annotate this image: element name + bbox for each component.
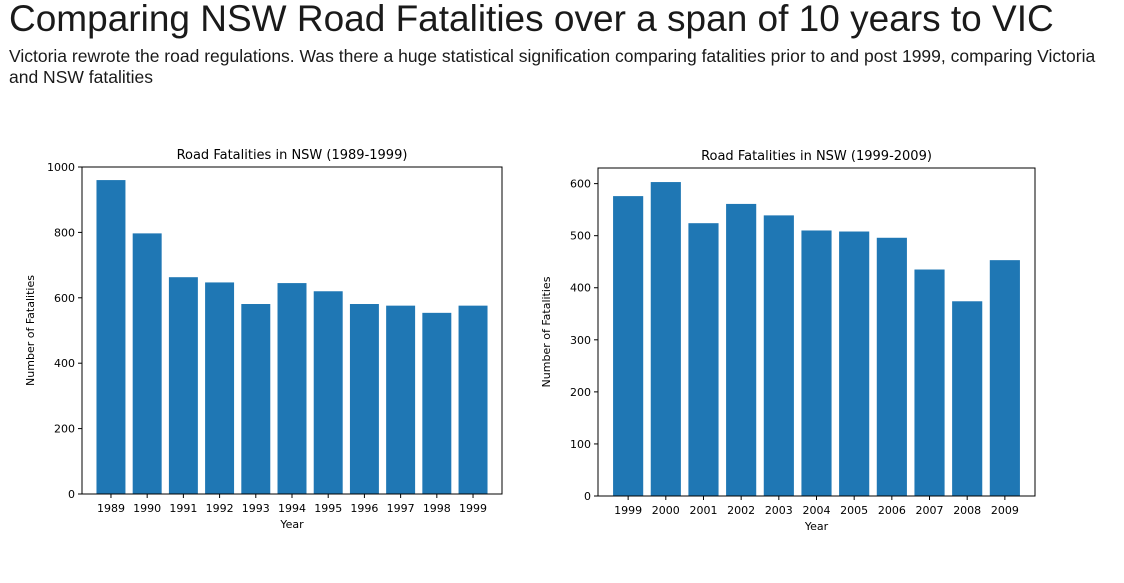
x-tick-label: 1990 bbox=[133, 502, 161, 515]
x-tick-label: 1991 bbox=[169, 502, 197, 515]
slide-subtitle: Victoria rewrote the road regulations. W… bbox=[9, 46, 1096, 87]
x-tick-label: 1995 bbox=[314, 502, 342, 515]
x-tick-label: 1992 bbox=[206, 502, 234, 515]
x-axis-label: Year bbox=[804, 520, 829, 533]
slide-title: Comparing NSW Road Fatalities over a spa… bbox=[9, 0, 1054, 39]
x-tick-label: 1999 bbox=[614, 504, 642, 517]
bar-1997 bbox=[386, 305, 416, 494]
x-tick-label: 1989 bbox=[97, 502, 125, 515]
y-axis-label: Number of Fatalities bbox=[540, 276, 553, 387]
x-tick-label: 1999 bbox=[459, 502, 487, 515]
y-tick-label: 1000 bbox=[47, 161, 75, 174]
bar-2005 bbox=[839, 231, 870, 496]
y-tick-label: 500 bbox=[570, 230, 591, 243]
chart-title: Road Fatalities in NSW (1989-1999) bbox=[177, 148, 408, 163]
x-tick-label: 1994 bbox=[278, 502, 306, 515]
y-tick-label: 600 bbox=[54, 292, 75, 305]
y-tick-label: 100 bbox=[570, 438, 591, 451]
bar-1996 bbox=[349, 304, 379, 494]
bar-1999 bbox=[458, 305, 488, 494]
bar-2008 bbox=[952, 301, 983, 496]
bar-2003 bbox=[763, 215, 794, 496]
chart-title: Road Fatalities in NSW (1999-2009) bbox=[701, 149, 932, 164]
y-tick-label: 400 bbox=[570, 282, 591, 295]
y-tick-label: 0 bbox=[584, 490, 591, 503]
bar-2002 bbox=[726, 203, 757, 497]
y-tick-label: 200 bbox=[570, 386, 591, 399]
y-tick-label: 400 bbox=[54, 357, 75, 370]
bar-2001 bbox=[688, 223, 719, 496]
bar-2004 bbox=[801, 230, 832, 497]
x-tick-label: 1996 bbox=[350, 502, 378, 515]
y-axis-label: Number of Fatalities bbox=[24, 275, 37, 386]
x-tick-label: 2004 bbox=[803, 504, 831, 517]
bar-1991 bbox=[168, 277, 198, 494]
y-tick-label: 0 bbox=[68, 488, 75, 501]
y-tick-label: 300 bbox=[570, 334, 591, 347]
bar-1993 bbox=[241, 304, 271, 494]
x-tick-label: 2009 bbox=[991, 504, 1019, 517]
x-tick-label: 2005 bbox=[840, 504, 868, 517]
x-tick-label: 2001 bbox=[689, 504, 717, 517]
x-tick-label: 1997 bbox=[387, 502, 415, 515]
bar-2000 bbox=[650, 182, 681, 496]
y-tick-label: 800 bbox=[54, 226, 75, 239]
bar-2007 bbox=[914, 269, 945, 496]
x-tick-label: 2003 bbox=[765, 504, 793, 517]
y-tick-label: 600 bbox=[570, 178, 591, 191]
x-tick-label: 2007 bbox=[916, 504, 944, 517]
x-tick-label: 2006 bbox=[878, 504, 906, 517]
bar-1994 bbox=[277, 283, 307, 494]
bar-2009 bbox=[989, 260, 1020, 496]
bar-1990 bbox=[132, 233, 162, 494]
bar-1998 bbox=[422, 312, 452, 494]
x-tick-label: 1993 bbox=[242, 502, 270, 515]
x-tick-label: 2002 bbox=[727, 504, 755, 517]
x-axis-label: Year bbox=[279, 518, 304, 531]
x-tick-label: 1998 bbox=[423, 502, 451, 515]
bar-1989 bbox=[96, 180, 126, 494]
bar-1999 bbox=[613, 196, 644, 497]
x-tick-label: 2000 bbox=[652, 504, 680, 517]
x-tick-label: 2008 bbox=[953, 504, 981, 517]
y-tick-label: 200 bbox=[54, 423, 75, 436]
bar-1995 bbox=[313, 291, 343, 494]
bar-2006 bbox=[876, 237, 907, 496]
bar-1992 bbox=[205, 282, 235, 494]
